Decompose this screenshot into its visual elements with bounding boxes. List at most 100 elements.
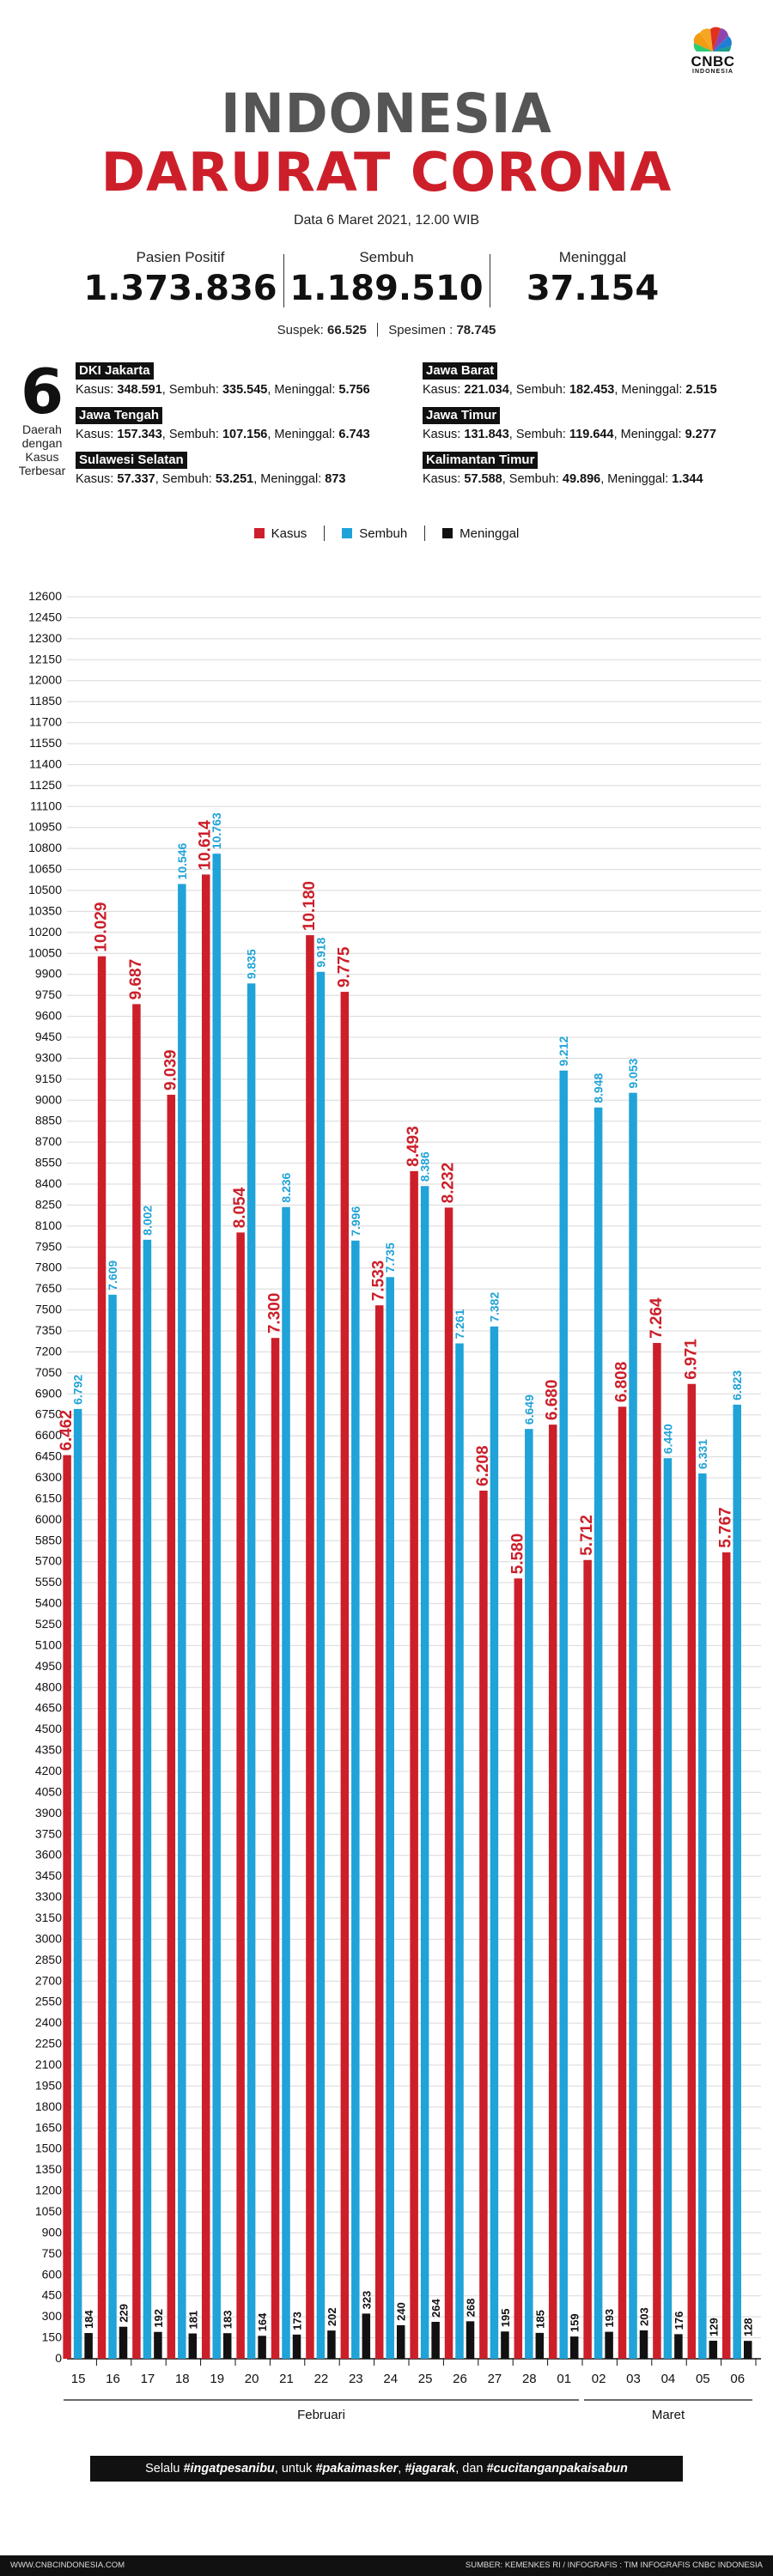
region-item: Jawa Tengah Kasus: 157.343, Sembuh: 107.1…	[76, 407, 370, 442]
meninggal-value: 1.344	[672, 472, 703, 486]
data-label-sembuh: 10.763	[210, 812, 223, 849]
kasus-label: Kasus:	[76, 428, 114, 441]
y-tick-label: 8700	[35, 1134, 62, 1148]
month-label: Februari	[297, 2408, 345, 2421]
y-tick-label: 7650	[35, 1281, 62, 1295]
national-stats: Pasien Positif 1.373.836 Sembuh 1.189.51…	[77, 249, 696, 318]
y-tick-label: 150	[42, 2330, 63, 2344]
bar-sembuh	[490, 1326, 499, 2359]
y-tick-label: 5400	[35, 1596, 62, 1610]
y-tick-label: 3300	[35, 1890, 62, 1904]
data-label-kasus: 5.767	[717, 1507, 735, 1548]
meninggal-label: Meninggal:	[260, 472, 322, 486]
region-stats: Kasus: 157.343, Sembuh: 107.156, Meningg…	[76, 428, 370, 441]
bar-kasus	[548, 1425, 557, 2359]
bar-sembuh	[525, 1429, 533, 2359]
data-label-kasus: 9.039	[161, 1049, 180, 1091]
spesimen-label: Spesimen :	[388, 323, 453, 337]
data-label-kasus: 5.712	[578, 1515, 596, 1556]
sembuh-value: 182.453	[569, 383, 615, 397]
sembuh-value: 53.251	[215, 472, 254, 486]
bar-sembuh	[143, 1239, 152, 2359]
data-label-meninggal: 183	[222, 2310, 234, 2329]
y-tick-label: 9150	[35, 1072, 62, 1085]
y-tick-label: 4500	[35, 1722, 62, 1735]
bar-kasus	[306, 935, 314, 2359]
y-tick-label: 8400	[35, 1176, 62, 1190]
y-tick-label: 10650	[28, 862, 62, 876]
meninggal-label: Meninggal:	[274, 383, 336, 397]
bar-meninggal	[501, 2331, 509, 2359]
bar-meninggal	[258, 2336, 266, 2359]
y-tick-label: 6450	[35, 1449, 62, 1463]
y-tick-label: 1050	[35, 2204, 62, 2218]
data-label-kasus: 9.775	[335, 946, 353, 987]
y-tick-label: 12000	[28, 673, 62, 687]
sembuh-value: 49.896	[562, 472, 601, 486]
bar-kasus	[479, 1490, 488, 2359]
data-label-meninggal: 184	[82, 2310, 95, 2329]
y-tick-label: 4650	[35, 1701, 62, 1715]
y-tick-label: 1500	[35, 2142, 62, 2155]
data-label-meninggal: 229	[118, 2304, 131, 2323]
hashtag: #jagarak	[405, 2462, 456, 2476]
data-label-sembuh: 6.440	[660, 1424, 674, 1454]
bar-meninggal	[466, 2321, 475, 2359]
data-label-kasus: 7.300	[266, 1293, 284, 1334]
region-item: Jawa Timur Kasus: 131.843, Sembuh: 119.64…	[423, 407, 716, 442]
x-tick-label: 02	[592, 2372, 606, 2386]
bar-meninggal	[639, 2330, 648, 2359]
x-tick-label: 03	[626, 2372, 641, 2386]
regions-intro-text: Daerah dengan Kasus Terbesar	[12, 422, 72, 477]
y-tick-label: 4950	[35, 1659, 62, 1673]
data-label-kasus: 8.232	[440, 1163, 458, 1204]
data-label-sembuh: 7.609	[106, 1261, 119, 1291]
y-tick-label: 7350	[35, 1323, 62, 1337]
x-tick-label: 17	[141, 2372, 155, 2386]
bar-sembuh	[559, 1070, 568, 2359]
kasus-label: Kasus:	[76, 472, 114, 486]
y-tick-label: 3900	[35, 1806, 62, 1820]
bar-sembuh	[282, 1206, 290, 2359]
bar-kasus	[583, 1559, 592, 2359]
region-name: Jawa Tengah	[76, 407, 163, 424]
bar-meninggal	[674, 2334, 683, 2359]
y-tick-label: 7200	[35, 1344, 62, 1358]
y-tick-label: 12300	[28, 631, 62, 645]
meninggal-value: 9.277	[685, 428, 716, 441]
y-tick-label: 600	[42, 2267, 63, 2281]
chart-legend: Kasus Sembuh Meninggal	[0, 526, 773, 541]
meninggal-label: Meninggal:	[621, 383, 683, 397]
data-label-meninggal: 203	[638, 2307, 651, 2326]
suspek-label: Suspek:	[277, 323, 324, 337]
data-label-meninggal: 173	[291, 2312, 304, 2330]
hashtag: #ingatpesanibu	[183, 2462, 275, 2476]
y-tick-label: 6600	[35, 1428, 62, 1442]
data-label-sembuh: 9.918	[313, 938, 327, 968]
bar-meninggal	[327, 2330, 336, 2359]
cnbc-logo: CNBC INDONESIA	[679, 26, 747, 75]
bar-meninggal	[84, 2333, 93, 2359]
y-tick-label: 12450	[28, 610, 62, 623]
legend-label: Kasus	[271, 526, 307, 541]
data-label-sembuh: 7.261	[453, 1309, 466, 1339]
bar-meninggal	[535, 2332, 545, 2359]
y-tick-label: 11250	[29, 778, 62, 792]
intro-line: Daerah	[22, 422, 62, 436]
y-tick-label: 8250	[35, 1197, 62, 1211]
website-link[interactable]: WWW.CNBCINDONESIA.COM	[10, 2561, 125, 2570]
data-label-kasus: 10.180	[301, 881, 319, 931]
y-tick-label: 5850	[35, 1533, 62, 1546]
bar-sembuh	[247, 983, 256, 2359]
region-item: Jawa Barat Kasus: 221.034, Sembuh: 182.45…	[423, 362, 717, 398]
bar-sembuh	[455, 1343, 464, 2359]
data-label-kasus: 7.533	[370, 1261, 388, 1302]
data-label-meninggal: 202	[326, 2307, 338, 2326]
y-tick-label: 10200	[28, 925, 62, 939]
stat-value: 1.373.836	[83, 269, 277, 308]
bar-meninggal	[154, 2331, 162, 2359]
y-tick-label: 2550	[35, 1995, 62, 2008]
data-label-sembuh: 8.948	[592, 1073, 606, 1103]
slogan-bar: Selalu #ingatpesanibu, untuk #pakaimaske…	[90, 2456, 683, 2482]
data-label-sembuh: 9.053	[626, 1058, 640, 1088]
